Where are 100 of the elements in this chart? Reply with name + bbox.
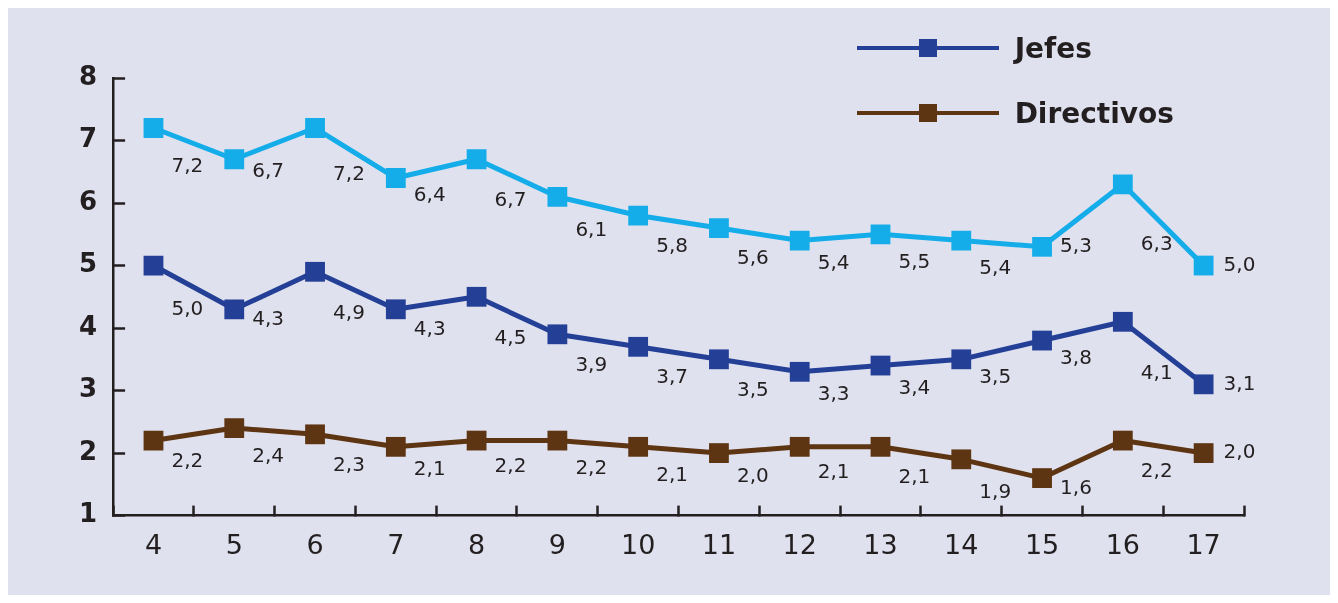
point <box>305 424 325 445</box>
data-label: 6,3 <box>1140 230 1173 255</box>
point <box>224 299 245 320</box>
data-label: 2,3 <box>333 451 365 476</box>
x-tick-label: 10 <box>620 528 656 560</box>
point <box>1193 374 1214 395</box>
data-label: 7,2 <box>333 161 365 186</box>
x-tick-label: 7 <box>387 528 405 560</box>
y-tick-label: 5 <box>79 248 98 279</box>
point <box>870 436 891 457</box>
legend-label: Directivos <box>1014 96 1174 130</box>
data-label: 3,4 <box>898 375 931 400</box>
data-label: 4,3 <box>252 305 285 330</box>
data-label: 3,5 <box>736 376 769 401</box>
data-label: 4,5 <box>494 324 527 349</box>
point <box>870 355 891 376</box>
data-label: 4,1 <box>1140 360 1173 385</box>
x-tick-label: 14 <box>944 528 979 560</box>
data-label: 5,6 <box>736 245 769 270</box>
legend-label: Jefes <box>1014 31 1092 65</box>
point <box>224 149 245 170</box>
data-label: 1,9 <box>979 479 1012 504</box>
x-tick-label: 8 <box>468 528 486 560</box>
x-tick-label: 17 <box>1186 528 1221 560</box>
data-label: 2,2 <box>171 447 204 472</box>
data-label: 7,2 <box>171 153 204 178</box>
x-tick-label: 16 <box>1105 528 1141 560</box>
x-tick-label: 11 <box>701 528 737 560</box>
point <box>547 186 568 207</box>
y-tick-label: 3 <box>79 373 98 404</box>
data-label: 3,1 <box>1223 370 1256 395</box>
x-tick-label: 13 <box>863 528 898 560</box>
data-label: 4,3 <box>413 316 446 341</box>
point <box>789 436 810 457</box>
point <box>951 230 972 251</box>
point <box>1032 236 1052 257</box>
data-label: 2,1 <box>413 456 446 481</box>
data-label: 5,5 <box>898 249 931 274</box>
data-label: 5,3 <box>1060 232 1092 257</box>
point <box>951 449 972 470</box>
point <box>385 436 406 457</box>
point <box>1193 255 1214 276</box>
y-tick-label: 4 <box>79 310 98 341</box>
point <box>628 436 649 457</box>
data-label: 2,1 <box>817 459 850 484</box>
data-label: 5,0 <box>171 296 204 321</box>
x-tick-label: 5 <box>225 528 243 560</box>
point <box>1032 330 1052 351</box>
y-tick-label: 7 <box>79 123 98 154</box>
point <box>628 205 649 226</box>
data-label: 5,0 <box>1223 251 1256 276</box>
point <box>547 324 568 345</box>
y-tick-label: 6 <box>79 185 98 216</box>
data-label: 6,7 <box>494 187 527 212</box>
data-label: 5,4 <box>979 255 1012 280</box>
point <box>1112 430 1133 451</box>
y-tick-label: 2 <box>79 435 98 466</box>
point <box>709 443 729 463</box>
point <box>1112 311 1133 332</box>
x-tick-label: 12 <box>782 528 817 560</box>
point <box>709 349 729 370</box>
data-label: 2,0 <box>736 462 769 487</box>
data-label: 3,5 <box>979 363 1012 388</box>
point <box>143 255 164 276</box>
data-label: 6,7 <box>252 158 285 183</box>
point <box>547 430 568 451</box>
data-label: 2,2 <box>1140 458 1173 483</box>
data-label: 4,9 <box>333 299 365 324</box>
point <box>466 286 487 307</box>
x-tick-label: 15 <box>1024 528 1060 560</box>
data-label: 2,4 <box>252 442 285 467</box>
data-label: 2,2 <box>494 452 527 477</box>
point <box>870 224 891 245</box>
point <box>789 361 810 382</box>
point <box>1032 468 1052 488</box>
data-label: 3,9 <box>575 351 608 376</box>
data-label: 3,8 <box>1060 344 1092 369</box>
point <box>466 430 487 451</box>
data-label: 5,8 <box>656 232 688 257</box>
x-tick-label: 6 <box>306 528 324 560</box>
point <box>385 299 406 320</box>
point <box>1112 174 1133 195</box>
point <box>143 118 164 138</box>
y-tick-label: 1 <box>79 498 98 529</box>
data-label: 2,1 <box>898 464 931 489</box>
point <box>789 230 810 251</box>
point <box>1193 443 1214 463</box>
y-tick-label: 8 <box>79 60 98 91</box>
data-label: 3,7 <box>656 364 688 389</box>
x-tick-label: 4 <box>144 528 163 560</box>
x-tick-label: 9 <box>548 528 566 560</box>
point <box>224 418 245 438</box>
data-label: 2,2 <box>575 455 608 480</box>
point <box>951 349 972 370</box>
data-label: 1,6 <box>1060 474 1092 499</box>
point <box>466 149 487 170</box>
data-label: 6,1 <box>575 216 608 241</box>
point <box>143 430 164 451</box>
data-label: 2,1 <box>656 461 688 486</box>
point <box>628 336 649 357</box>
